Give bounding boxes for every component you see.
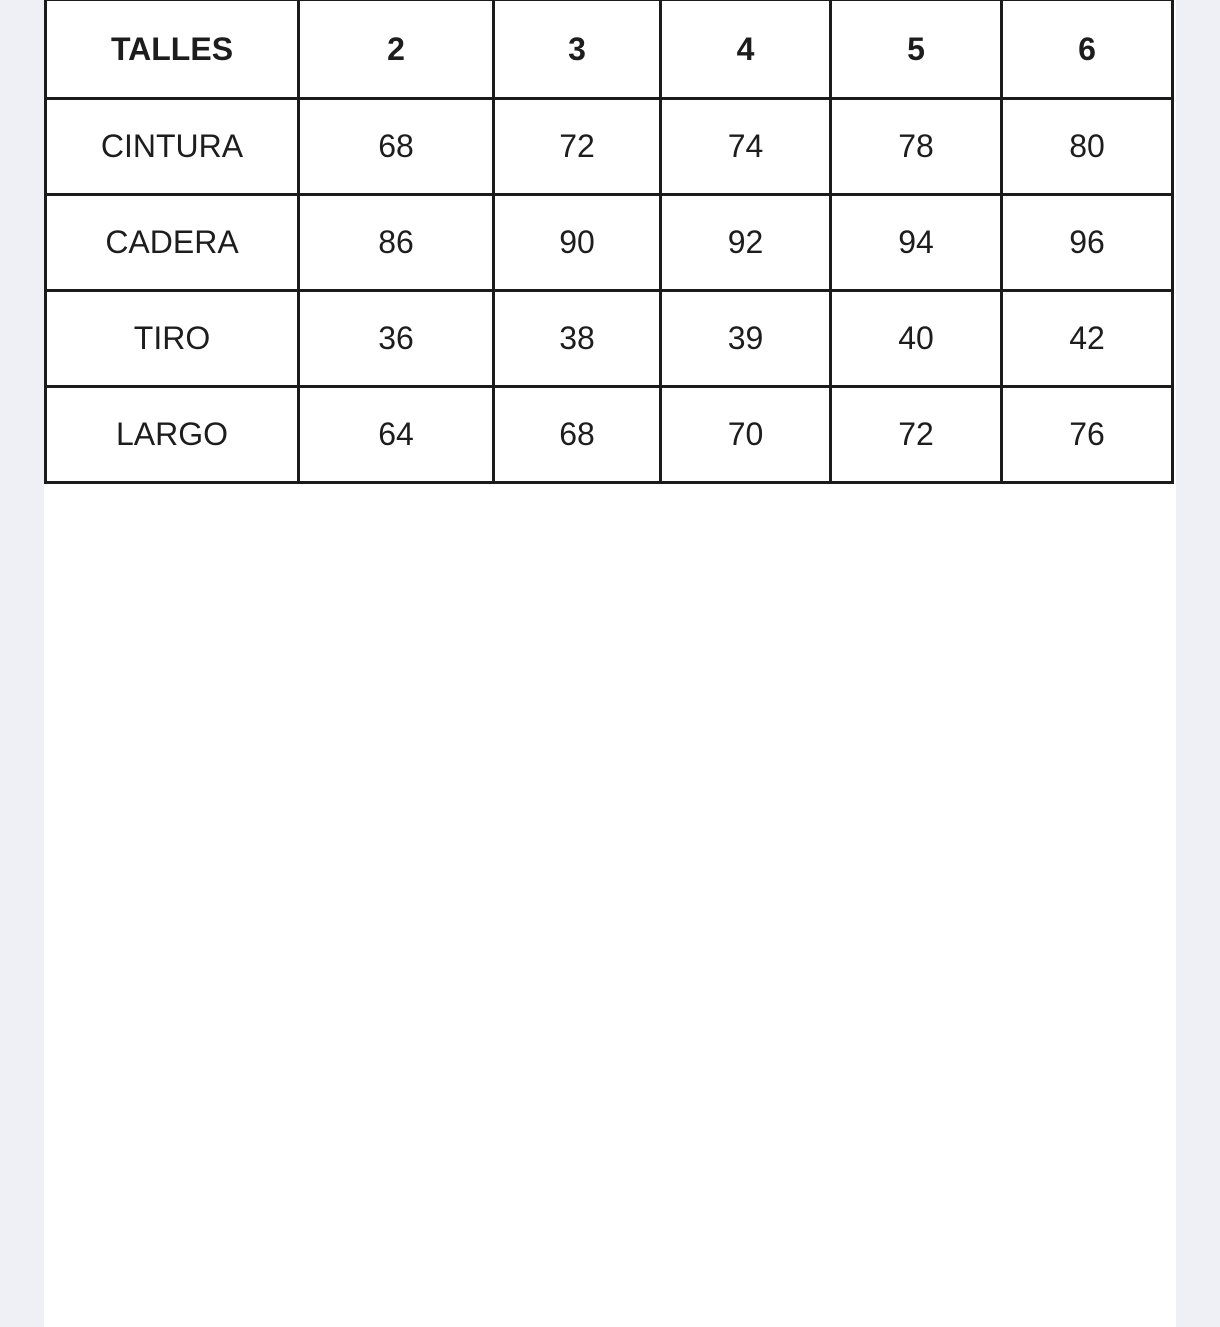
header-cell-talles: TALLES [44,0,300,100]
value-cell: 70 [659,385,832,484]
table-row-cintura: CINTURA 68 72 74 78 80 [44,97,1174,196]
header-cell-size-4: 4 [659,0,832,100]
header-cell-size-5: 5 [829,0,1003,100]
value-cell: 94 [829,193,1003,292]
row-label-tiro: TIRO [44,289,300,388]
table-row-tiro: TIRO 36 38 39 40 42 [44,289,1174,388]
value-cell: 96 [1000,193,1174,292]
value-cell: 76 [1000,385,1174,484]
value-cell: 90 [492,193,662,292]
header-cell-size-3: 3 [492,0,662,100]
value-cell: 80 [1000,97,1174,196]
page-gutter-right [1176,0,1220,1327]
value-cell: 40 [829,289,1003,388]
value-cell: 72 [829,385,1003,484]
value-cell: 38 [492,289,662,388]
value-cell: 72 [492,97,662,196]
header-cell-size-2: 2 [297,0,495,100]
value-cell: 68 [297,97,495,196]
row-label-cintura: CINTURA [44,97,300,196]
page-gutter-left [0,0,44,1327]
row-label-largo: LARGO [44,385,300,484]
value-cell: 39 [659,289,832,388]
value-cell: 86 [297,193,495,292]
table-row-largo: LARGO 64 68 70 72 76 [44,385,1174,484]
value-cell: 78 [829,97,1003,196]
value-cell: 42 [1000,289,1174,388]
value-cell: 64 [297,385,495,484]
table-header-row: TALLES 2 3 4 5 6 [44,0,1174,100]
value-cell: 74 [659,97,832,196]
value-cell: 36 [297,289,495,388]
header-cell-size-6: 6 [1000,0,1174,100]
value-cell: 68 [492,385,662,484]
table-row-cadera: CADERA 86 90 92 94 96 [44,193,1174,292]
row-label-cadera: CADERA [44,193,300,292]
size-chart-table: TALLES 2 3 4 5 6 CINTURA 68 72 74 78 80 … [44,0,1174,484]
value-cell: 92 [659,193,832,292]
